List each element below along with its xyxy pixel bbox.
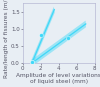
Point — [67, 37, 69, 38]
Point — [31, 61, 33, 63]
Y-axis label: Rate/length of fissures (m/m²): Rate/length of fissures (m/m²) — [4, 0, 10, 78]
X-axis label: Amplitude of level variations
of liquid steel (mm): Amplitude of level variations of liquid … — [16, 73, 100, 84]
Point — [31, 61, 33, 63]
Polygon shape — [32, 21, 86, 66]
Point — [40, 34, 42, 36]
Polygon shape — [31, 7, 55, 66]
